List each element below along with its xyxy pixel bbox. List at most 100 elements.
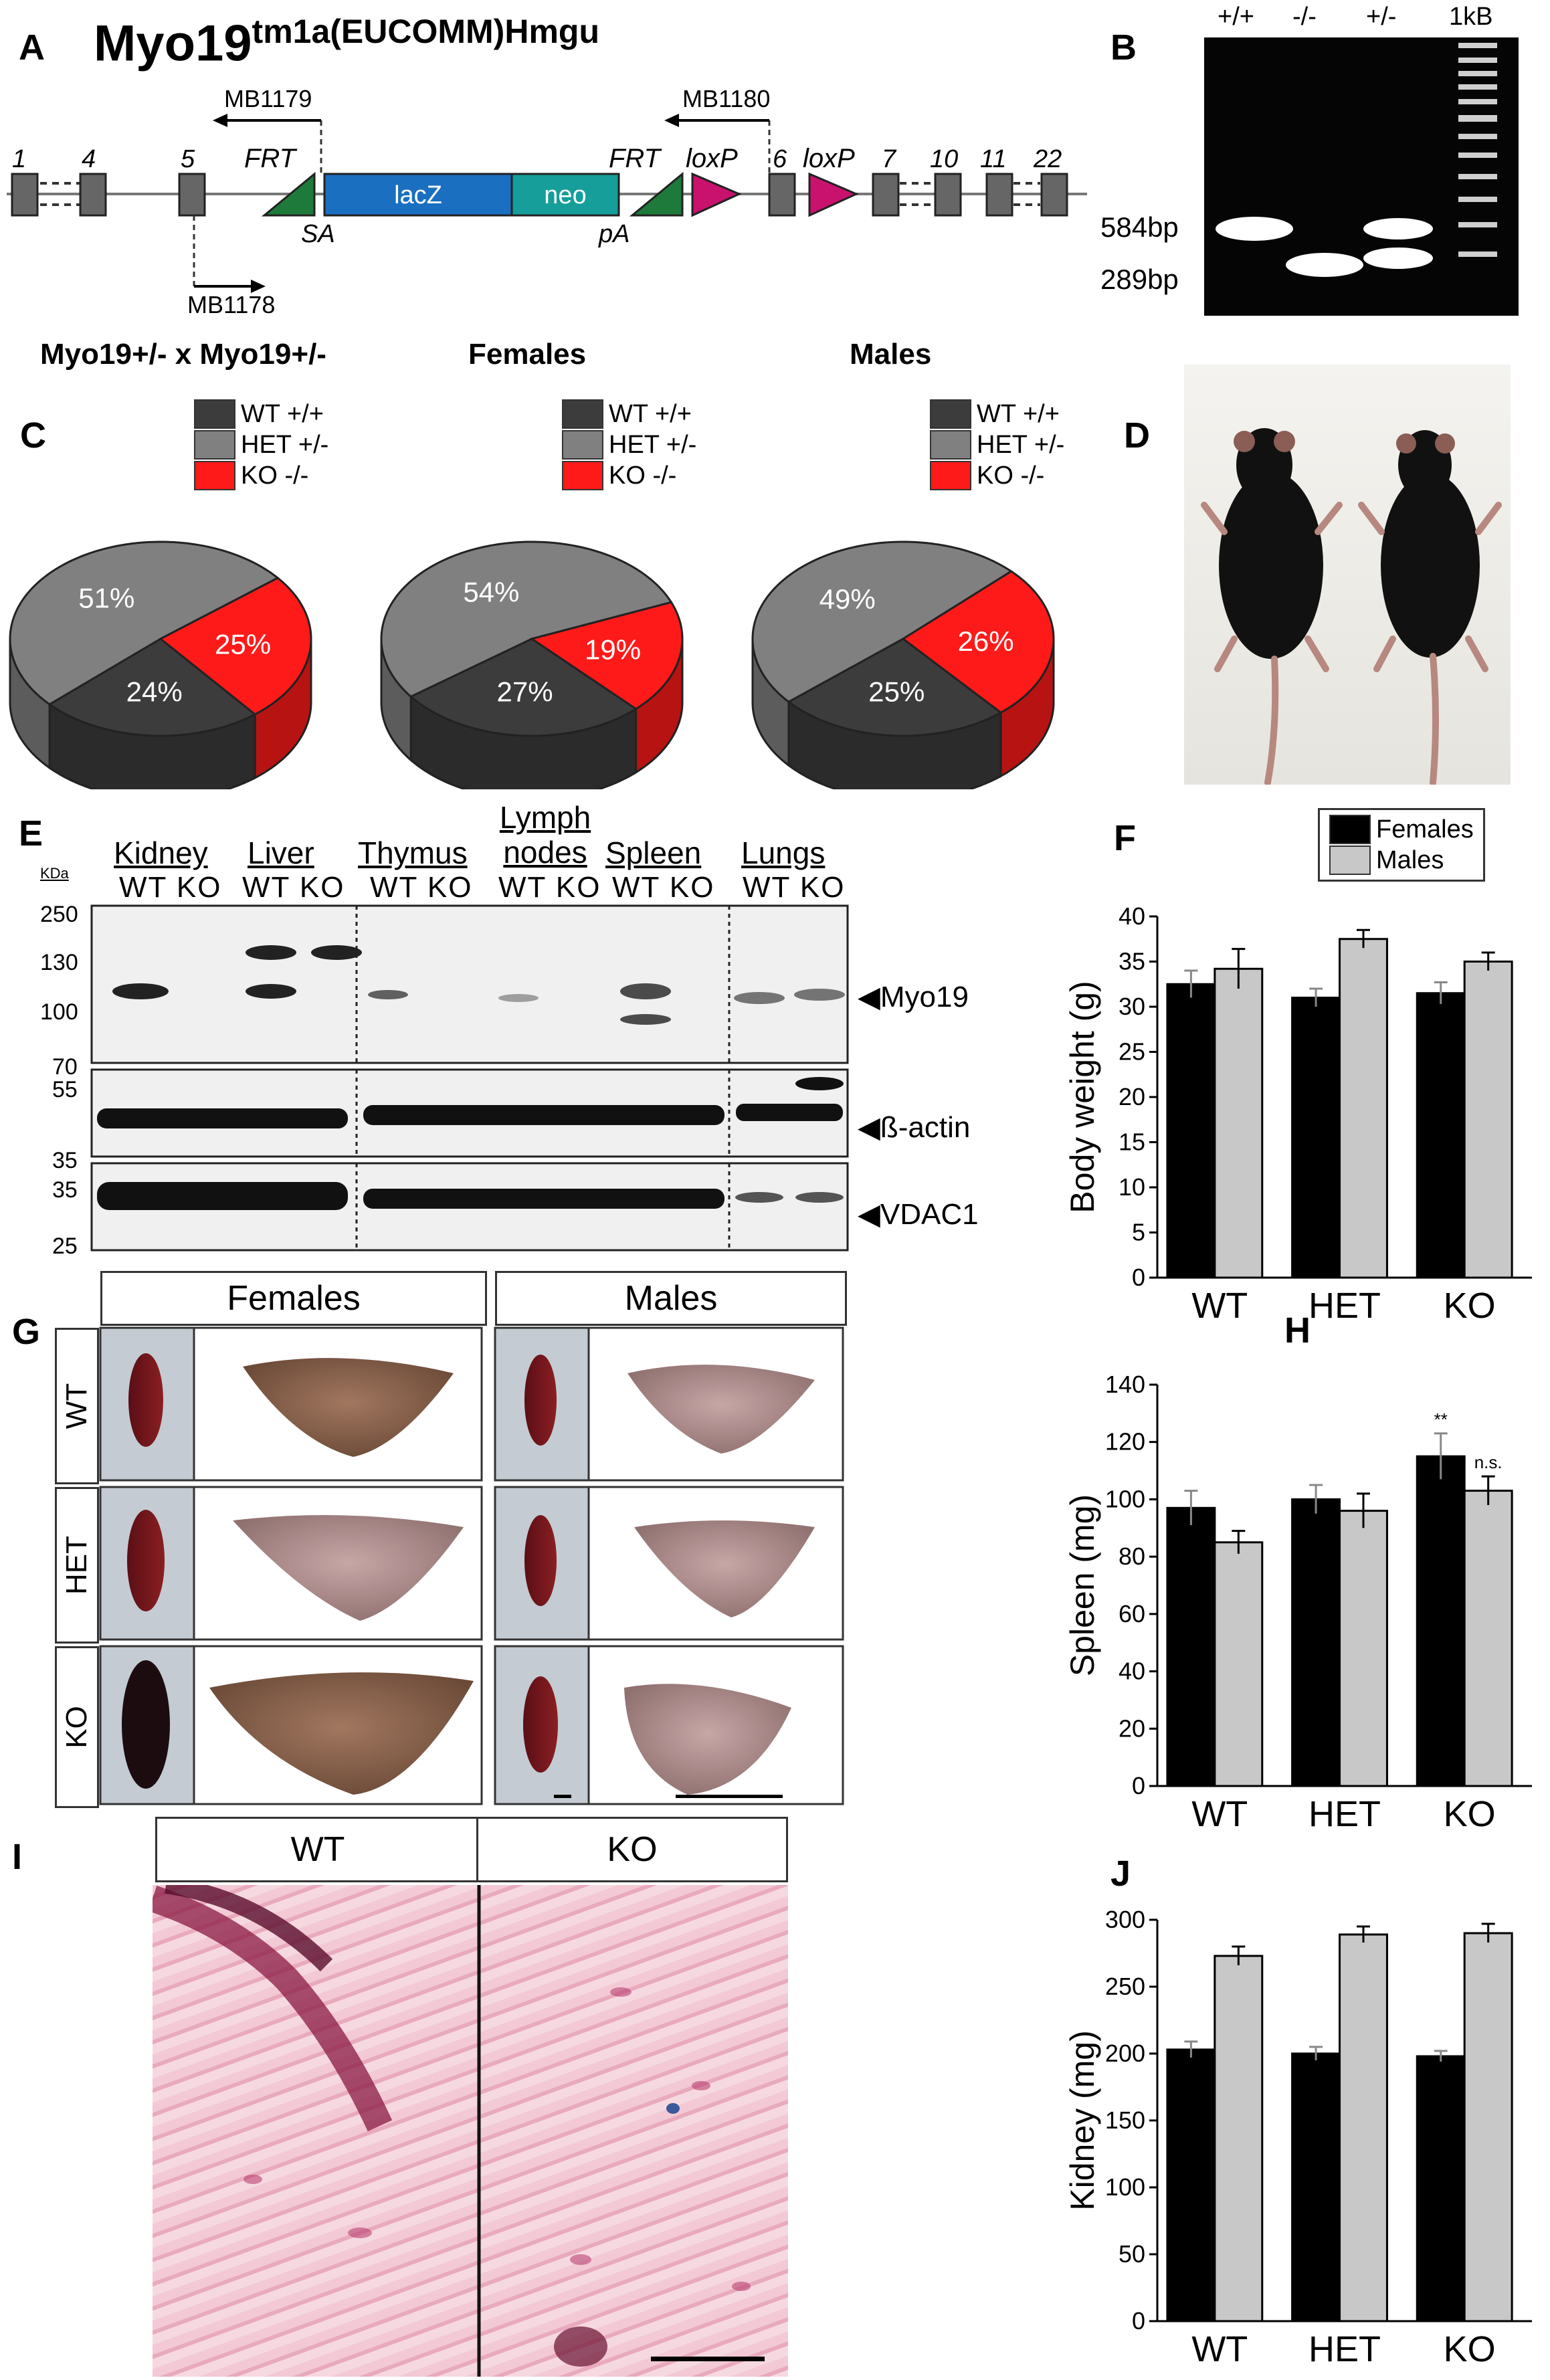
lane-wt: WT [498, 871, 547, 904]
females-header: Females [468, 338, 587, 371]
lane-pair: WT KO [119, 871, 221, 904]
bar [1214, 1541, 1264, 1787]
pcr-gel [1204, 37, 1519, 316]
band-size-label: 584bp [1100, 211, 1179, 243]
exon-label: 4 [82, 145, 96, 173]
lacz-cassette [323, 173, 513, 217]
bar-chart-spleen: 0 20 40 60 80 100 120 140 Spleen (mg) WT HET KO ** n.… [1064, 1371, 1532, 1834]
exon-box [178, 173, 206, 217]
protein-label-actin: ◀ß-actin [858, 1111, 971, 1144]
panel-label-j: J [1110, 1854, 1131, 1894]
legend-item: WT +/+ [194, 399, 328, 429]
legend-item: KO -/- [930, 460, 1064, 491]
histology-overlay [148, 1876, 765, 2377]
legend-text: WT +/+ [241, 399, 324, 428]
lane-ko: KO [176, 871, 222, 904]
pie-slice [47, 637, 257, 737]
gene-construct-diagram: 1 4 5 6 7 10 11 22 FRT FRT lacZ neo loxP… [7, 85, 1087, 318]
mice-photo [1184, 365, 1511, 786]
panel-label-b: B [1110, 27, 1137, 68]
pie-slice [787, 637, 1003, 737]
mice-illustration [1201, 428, 1502, 786]
tissue-label: Thymus [358, 835, 468, 870]
row-label-ko: KO [55, 1646, 99, 1808]
allele-title: Myo19tm1a(EUCOMM)Hmgu [94, 12, 599, 72]
frt-triangle [629, 171, 684, 217]
legend-text: Females [1376, 815, 1474, 844]
legend-text: WT +/+ [977, 399, 1060, 428]
legend-text: KO -/- [977, 461, 1045, 490]
row-label-het: HET [55, 1487, 99, 1644]
pie-slice [751, 540, 1013, 703]
loxp-triangle [691, 172, 742, 217]
lane-pair: WT KO [743, 871, 845, 904]
marker-label: 35 [52, 1177, 78, 1203]
tissue-label: Lungs [741, 835, 826, 870]
y-tick-label: 60 [1119, 1600, 1145, 1627]
band-584 [1363, 218, 1433, 239]
lacz-label: lacZ [394, 181, 442, 209]
y-tick-label: 100 [1105, 2173, 1145, 2201]
tissue-label: Kidney [114, 835, 208, 870]
primer-label: MB1178 [187, 291, 275, 318]
neo-label: neo [544, 181, 586, 209]
column-header-females: Females [100, 1271, 487, 1326]
exon-label: 5 [181, 145, 195, 173]
legend-text: HET +/- [609, 430, 697, 459]
pie-slice [529, 601, 684, 710]
protein-name: ß-actin [880, 1111, 971, 1144]
bar [1166, 1506, 1216, 1787]
legend-item: KO -/- [194, 460, 328, 491]
bar [1166, 983, 1216, 1279]
bar [1339, 1510, 1388, 1787]
lane-ko: KO [427, 871, 473, 904]
row-label-wt: WT [55, 1328, 99, 1484]
exon-box [1040, 173, 1068, 217]
legend-text: KO -/- [609, 461, 677, 490]
lane-wt: WT [612, 871, 660, 904]
loxp-label: loxP [803, 144, 855, 173]
lane-label: +/+ [1218, 3, 1254, 31]
y-tick-label: 40 [1119, 902, 1145, 930]
bar [1416, 992, 1466, 1279]
column-header-ko: KO [476, 1817, 788, 1882]
tissue-label: Spleen [605, 835, 702, 870]
legend-text: WT +/+ [609, 399, 692, 428]
marker-label: 70 [52, 1054, 78, 1080]
pie-percent-label: 27% [496, 676, 553, 707]
x-category-label: WT [1191, 1286, 1248, 1326]
protein-label-vdac1: ◀VDAC1 [858, 1198, 979, 1231]
bar-legend: Females Males [1318, 808, 1485, 882]
y-tick-label: 20 [1119, 1714, 1145, 1742]
y-tick-label: 15 [1119, 1128, 1145, 1156]
x-category-label: KO [1444, 1286, 1496, 1326]
pie-slice [9, 540, 280, 706]
legend-item: HET +/- [562, 429, 696, 460]
protein-name: VDAC1 [880, 1198, 979, 1231]
exon-label: 1 [12, 145, 26, 173]
bar [1339, 938, 1388, 1279]
panel-label-i: I [12, 1837, 23, 1877]
lane-label: 1kB [1449, 3, 1493, 31]
bar [1463, 961, 1513, 1279]
y-tick-label: 250 [1105, 1973, 1145, 2000]
frt-triangle [261, 171, 316, 217]
legend-item: HET +/- [930, 429, 1064, 460]
band-584 [1216, 217, 1293, 241]
tissue-label: Liver [248, 835, 314, 870]
y-tick-label: 100 [1105, 1485, 1145, 1512]
lane-wt: WT [242, 871, 290, 904]
legend-item: WT +/+ [930, 399, 1064, 429]
bar [1463, 1932, 1513, 2322]
panel-label-d: D [1124, 415, 1150, 456]
column-header-males: Males [495, 1271, 847, 1326]
pie-legend: WT +/+ HET +/- KO -/- [194, 399, 328, 491]
exon-box [934, 173, 962, 217]
legend-item: Males [1329, 845, 1474, 876]
bar [1416, 1455, 1466, 1787]
bar [1214, 1955, 1264, 2322]
band-289 [1286, 253, 1363, 277]
x-category-label: HET [1309, 1286, 1381, 1326]
lane-pair: WT KO [498, 871, 601, 904]
protein-name: Myo19 [880, 981, 969, 1013]
